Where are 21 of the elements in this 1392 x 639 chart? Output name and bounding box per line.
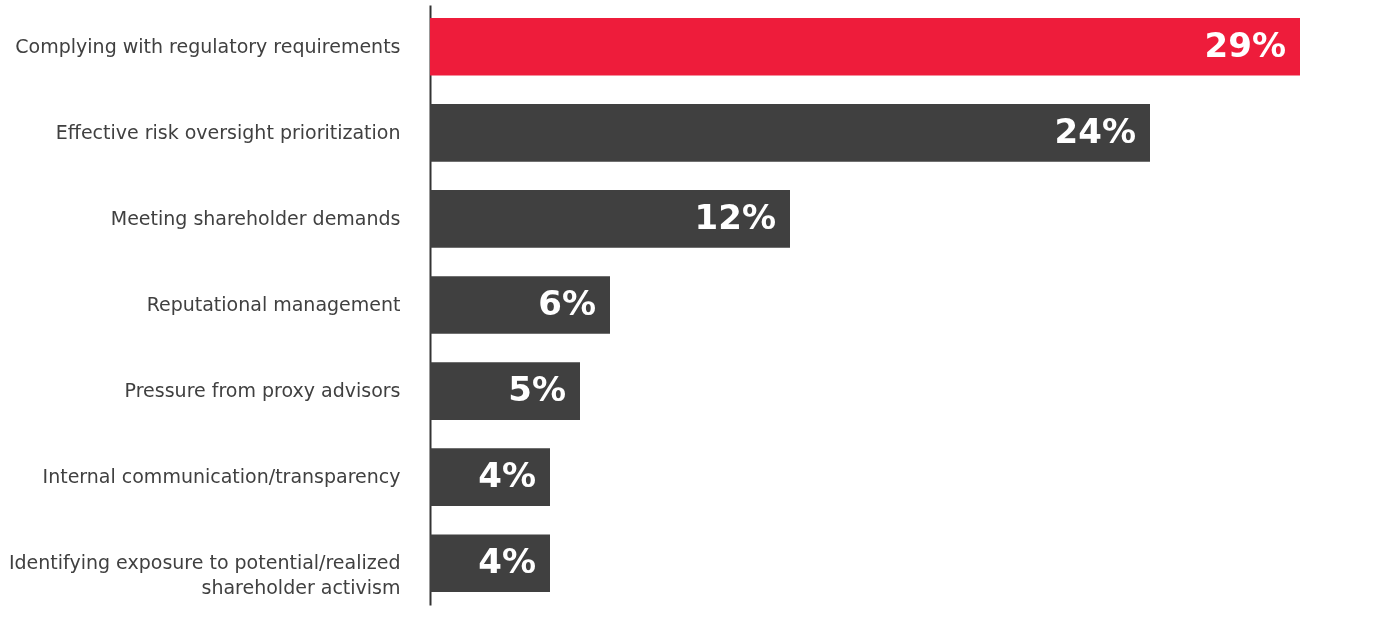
bar <box>430 104 1150 162</box>
data-label: 5% <box>508 369 566 410</box>
bar <box>430 448 550 506</box>
data-label: 29% <box>1204 24 1286 65</box>
y-tick-label: Internal communication/transparency <box>42 465 401 488</box>
data-label: 24% <box>1054 110 1136 151</box>
data-label: 4% <box>478 455 536 496</box>
y-tick-label: Reputational management <box>146 293 401 315</box>
y-tick-label: Pressure from proxy advisors <box>124 379 401 402</box>
bar <box>430 362 580 420</box>
bar <box>430 190 790 248</box>
data-label: 12% <box>694 196 776 237</box>
y-tick-label: Meeting shareholder demands <box>110 206 401 229</box>
bar <box>430 17 1300 76</box>
y-tick-label: Complying with regulatory requirements <box>15 34 401 57</box>
data-label: 6% <box>538 283 596 323</box>
data-label: 4% <box>478 541 536 582</box>
y-tick-label: Effective risk oversight prioritization <box>55 120 401 143</box>
y-tick-label: Identifying exposure to potential/realized shareholder activism <box>8 551 401 599</box>
bar <box>430 534 550 593</box>
bar <box>430 276 610 334</box>
